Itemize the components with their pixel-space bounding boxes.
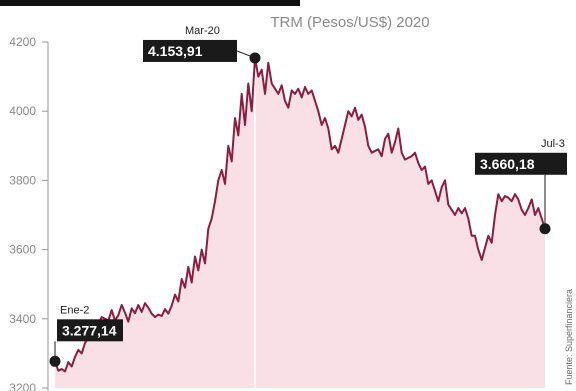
point-marker <box>249 52 261 64</box>
y-tick-label: 3600 <box>9 243 36 257</box>
y-tick-label: 4200 <box>9 35 36 49</box>
y-tick-label: 4000 <box>9 104 36 118</box>
annotations: 3.277,14 Ene-2 4.153,91 Mar-20 3.660,18 Jul-3 <box>49 25 567 367</box>
area-series <box>54 56 546 389</box>
annotation-0: 3.277,14 Ene-2 <box>49 304 123 367</box>
value-label: 3.277,14 <box>62 322 117 338</box>
date-label: Jul-3 <box>541 138 565 150</box>
point-marker <box>49 355 61 367</box>
point-marker <box>539 223 551 235</box>
value-box <box>57 319 123 342</box>
area-fill <box>55 57 545 389</box>
y-axis: 3200 3400 3600 3800 4000 4200 <box>9 35 49 391</box>
value-label: 3.660,18 <box>480 156 535 172</box>
source-label: Fuente: Superfinanciera <box>564 289 574 385</box>
date-label: Ene-2 <box>60 304 89 316</box>
date-label: Mar-20 <box>185 25 220 37</box>
value-box <box>475 152 567 175</box>
top-cut-bar <box>0 0 300 6</box>
chart-title: TRM (Pesos/US$) 2020 <box>270 14 429 31</box>
value-label: 4.153,91 <box>148 43 203 59</box>
series-line <box>54 56 546 373</box>
annotation-1: 4.153,91 Mar-20 <box>143 25 261 64</box>
y-tick-label: 3200 <box>9 381 36 391</box>
y-tick-label: 3400 <box>9 312 36 326</box>
value-box <box>143 39 237 62</box>
annotation-2: 3.660,18 Jul-3 <box>475 138 567 235</box>
y-tick-label: 3800 <box>9 173 36 187</box>
